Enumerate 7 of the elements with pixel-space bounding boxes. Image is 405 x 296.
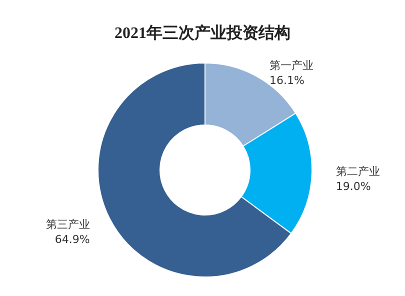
chart-title: 2021年三次产业投资结构 bbox=[114, 24, 290, 42]
data-label: 64.9% bbox=[54, 233, 90, 246]
data-label: 19.0% bbox=[336, 180, 371, 193]
slice-label: 第三产业 bbox=[46, 218, 90, 232]
slice-label: 第一产业 bbox=[270, 59, 314, 72]
data-label: 16.1% bbox=[270, 74, 304, 88]
slice-label: 第二产业 bbox=[336, 164, 380, 178]
